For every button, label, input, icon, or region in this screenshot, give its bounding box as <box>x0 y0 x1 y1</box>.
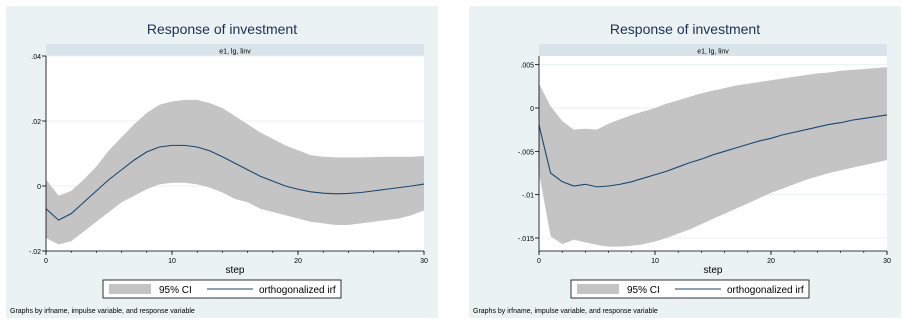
y-tick-label: -.02 <box>29 249 41 256</box>
irf-line <box>45 144 425 221</box>
legend-ci-label: 95% CI <box>159 285 192 296</box>
x-tick-label: 0 <box>44 258 48 265</box>
y-tick-label: 0 <box>37 184 41 191</box>
chart-subtitle: e1, lg, linv <box>219 49 251 56</box>
chart-svg: Response of investment e1, lg, linv -.015 -… <box>473 21 891 315</box>
y-tick-label: .005 <box>520 63 534 70</box>
x-tick-label: 0 <box>537 258 541 265</box>
x-tick-label: 10 <box>651 258 659 265</box>
x-tick-label: 10 <box>168 258 176 265</box>
x-axis-label: step <box>226 265 245 276</box>
chart-note: Graphs by irfname, impulse variable, and… <box>10 308 195 315</box>
x-tick-label: 30 <box>883 258 891 265</box>
irf-line <box>538 114 888 188</box>
x-axis-label: step <box>704 265 723 276</box>
chart-note: Graphs by irfname, impulse variable, and… <box>473 308 658 315</box>
subtitle-strip <box>46 44 424 56</box>
y-tick-label: .02 <box>31 119 41 126</box>
legend-ci-label: 95% CI <box>627 285 660 296</box>
legend-ci-swatch <box>577 284 619 294</box>
legend-irf-label: orthogonalized irf <box>727 285 804 296</box>
x-tick-label: 20 <box>294 258 302 265</box>
legend-irf-label: orthogonalized irf <box>259 285 336 296</box>
y-tick-label: -.015 <box>518 236 534 243</box>
chart-subtitle: e1, lg, linv <box>697 49 729 56</box>
subtitle-strip <box>539 44 887 56</box>
x-tick-label: 20 <box>767 258 775 265</box>
y-tick-label: -.005 <box>518 149 534 156</box>
legend-ci-swatch <box>109 284 151 294</box>
x-tick-label: 30 <box>420 258 428 265</box>
irf-panel-right: Response of investment e1, lg, linv -.015 -… <box>469 6 901 318</box>
ci-band <box>539 67 887 247</box>
chart-title: Response of investment <box>147 21 297 37</box>
irf-panel-left: Response of investment e1, lg, linv -.02 0.… <box>6 6 438 318</box>
chart-title: Response of investment <box>610 21 760 37</box>
ci-band <box>46 99 424 245</box>
y-tick-label: -.01 <box>522 193 534 200</box>
y-tick-label: 0 <box>530 106 534 113</box>
y-tick-label: .04 <box>31 54 41 61</box>
